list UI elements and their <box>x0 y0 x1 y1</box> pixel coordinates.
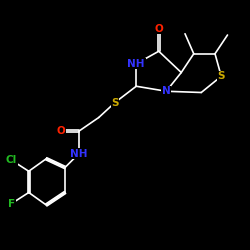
Text: NH: NH <box>70 149 87 159</box>
Text: S: S <box>218 71 225 81</box>
Text: N: N <box>162 86 170 96</box>
Text: NH: NH <box>128 59 145 69</box>
Text: O: O <box>57 126 66 136</box>
Text: F: F <box>8 199 15 209</box>
Text: Cl: Cl <box>6 155 17 165</box>
Text: O: O <box>154 24 163 34</box>
Text: S: S <box>111 98 119 108</box>
